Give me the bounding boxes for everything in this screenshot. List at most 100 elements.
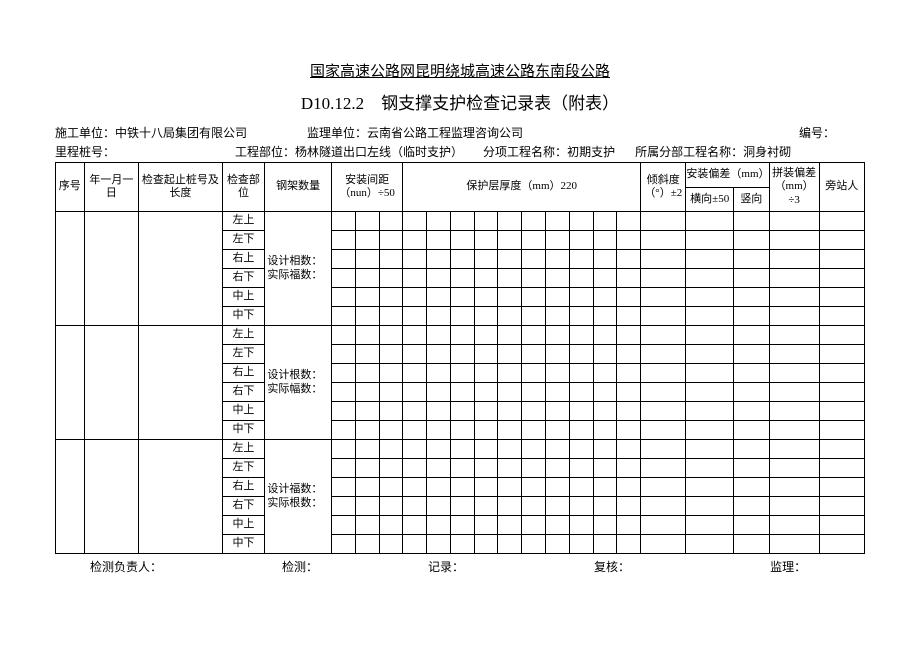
construction-value: 中铁十八局集团有限公司 [115, 124, 247, 141]
th-assem: 拼装偏差（mm）÷3 [769, 163, 819, 212]
supervision-label: 监理单位： [307, 124, 367, 141]
cell-spacing [379, 307, 403, 326]
cell-protect [403, 421, 427, 440]
cell-protect [522, 402, 546, 421]
cell-assem [769, 288, 819, 307]
cell-protect [498, 459, 522, 478]
footer-review: 复核： [594, 558, 630, 575]
cell-tilt [641, 269, 686, 288]
cell-witness [819, 288, 864, 307]
cell-protect [450, 345, 474, 364]
cell-pos: 左下 [222, 345, 265, 364]
footer-detect: 检测： [282, 558, 318, 575]
th-pile: 检查起止桩号及长度 [139, 163, 222, 212]
cell-assem [769, 497, 819, 516]
record-table: 序号 年一月一日 检查起止桩号及长度 检查部位 钢架数量 安装间距（nun）÷5… [55, 162, 865, 554]
cell-protect [474, 364, 498, 383]
cell-date [84, 212, 139, 326]
cell-pos: 右下 [222, 383, 265, 402]
cell-assem [769, 459, 819, 478]
cell-protect [427, 497, 451, 516]
cell-protect [474, 440, 498, 459]
cell-assem [769, 440, 819, 459]
cell-spacing [331, 516, 355, 535]
cell-spacing [355, 307, 379, 326]
cell-spacing [379, 440, 403, 459]
cell-spacing [331, 497, 355, 516]
cell-protect [450, 535, 474, 554]
cell-dev-v [733, 497, 769, 516]
cell-protect [569, 516, 593, 535]
cell-protect [427, 402, 451, 421]
cell-pile [139, 326, 222, 440]
cell-dev-v [733, 421, 769, 440]
cell-pos: 中上 [222, 516, 265, 535]
cell-spacing [355, 535, 379, 554]
cell-dev-h [686, 478, 734, 497]
cell-dev-v [733, 212, 769, 231]
th-protect: 保护层厚度（mm）220 [403, 163, 641, 212]
cell-protect [474, 459, 498, 478]
cell-protect [569, 364, 593, 383]
cell-spacing [331, 212, 355, 231]
cell-protect [522, 383, 546, 402]
cell-witness [819, 478, 864, 497]
cell-dev-v [733, 288, 769, 307]
cell-spacing [331, 440, 355, 459]
cell-protect [474, 402, 498, 421]
cell-spacing [355, 440, 379, 459]
cell-assem [769, 421, 819, 440]
cell-protect [569, 383, 593, 402]
cell-date [84, 440, 139, 554]
cell-dev-v [733, 459, 769, 478]
cell-protect [450, 383, 474, 402]
cell-assem [769, 231, 819, 250]
cell-protect [498, 345, 522, 364]
cell-witness [819, 326, 864, 345]
cell-protect [593, 516, 617, 535]
cell-protect [545, 326, 569, 345]
cell-protect [522, 478, 546, 497]
cell-dev-h [686, 535, 734, 554]
cell-spacing [379, 288, 403, 307]
cell-protect [474, 516, 498, 535]
cell-pos: 中下 [222, 535, 265, 554]
cell-protect [498, 440, 522, 459]
cell-protect [403, 288, 427, 307]
cell-pos: 左下 [222, 459, 265, 478]
cell-protect [403, 326, 427, 345]
cell-protect [450, 269, 474, 288]
cell-protect [593, 288, 617, 307]
cell-pile [139, 212, 222, 326]
cell-witness [819, 269, 864, 288]
cell-spacing [331, 421, 355, 440]
cell-dev-v [733, 231, 769, 250]
cell-protect [450, 402, 474, 421]
cell-protect [545, 307, 569, 326]
cell-spacing [331, 345, 355, 364]
cell-protect [427, 516, 451, 535]
cell-protect [474, 478, 498, 497]
cell-protect [617, 269, 641, 288]
cell-spacing [355, 459, 379, 478]
cell-protect [427, 307, 451, 326]
cell-assem [769, 478, 819, 497]
cell-protect [403, 250, 427, 269]
cell-tilt [641, 212, 686, 231]
cell-protect [569, 421, 593, 440]
cell-protect [403, 383, 427, 402]
cell-protect [569, 326, 593, 345]
cell-protect [569, 478, 593, 497]
cell-dev-v [733, 383, 769, 402]
cell-witness [819, 497, 864, 516]
cell-spacing [379, 459, 403, 478]
cell-protect [545, 364, 569, 383]
cell-dev-h [686, 459, 734, 478]
footer-row: 检测负责人： 检测： 记录： 复核： 监理： [55, 558, 865, 575]
cell-dev-h [686, 250, 734, 269]
cell-protect [593, 364, 617, 383]
cell-spacing [379, 383, 403, 402]
cell-protect [403, 212, 427, 231]
cell-protect [522, 231, 546, 250]
cell-protect [617, 516, 641, 535]
